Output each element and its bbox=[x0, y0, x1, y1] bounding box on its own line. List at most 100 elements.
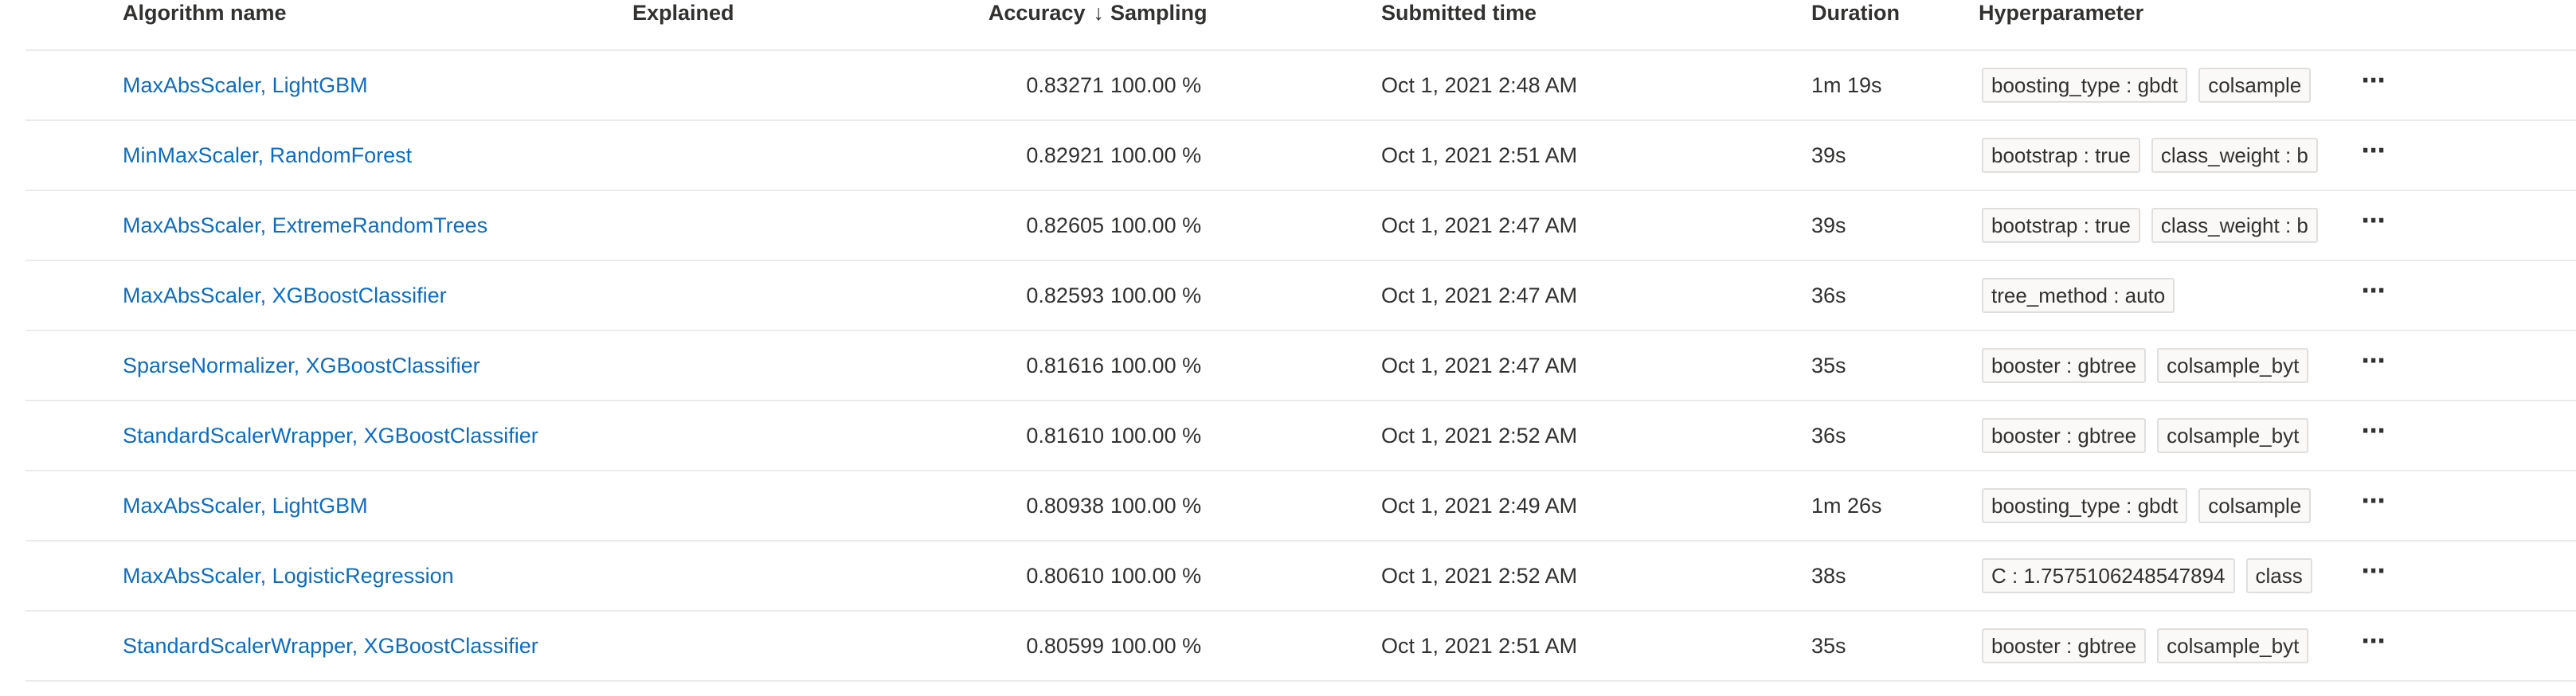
overflow-fade bbox=[2321, 418, 2377, 455]
hyperparameter-tag: colsample_byt bbox=[2157, 348, 2309, 383]
hyperparameter-tag: bootstrap : true bbox=[1982, 138, 2140, 173]
algorithm-name-link[interactable]: MaxAbsScaler, LightGBM bbox=[123, 494, 368, 518]
accuracy-cell: 0.82593 bbox=[1026, 283, 1104, 307]
overflow-fade bbox=[2321, 628, 2377, 665]
duration-cell: 1m 19s bbox=[1811, 73, 1882, 97]
column-header-duration[interactable]: Duration bbox=[1811, 1, 1900, 25]
hyperparameter-cell: C : 1.7575106248547894 class bbox=[1982, 558, 2377, 595]
column-header-submitted-time[interactable]: Submitted time bbox=[1381, 1, 1537, 25]
more-options-icon[interactable]: ⋯ bbox=[2361, 278, 2386, 304]
duration-cell: 36s bbox=[1811, 283, 1846, 307]
table-row[interactable]: MaxAbsScaler, XGBoostClassifier 0.82593 10… bbox=[25, 261, 2576, 331]
more-options-icon[interactable]: ⋯ bbox=[2361, 138, 2386, 164]
hyperparameter-tag: class_weight : b bbox=[2151, 208, 2318, 243]
submitted-time-cell: Oct 1, 2021 2:49 AM bbox=[1381, 494, 1578, 518]
accuracy-cell: 0.80599 bbox=[1026, 634, 1104, 658]
sampling-cell: 100.00 % bbox=[1110, 634, 1202, 658]
sampling-cell: 100.00 % bbox=[1110, 73, 1202, 97]
table-row[interactable]: StandardScalerWrapper, XGBoostClassifier… bbox=[25, 612, 2576, 682]
table-body: MaxAbsScaler, LightGBM 0.83271 100.00 % Oct… bbox=[25, 51, 2576, 682]
table-header: Algorithm name Explained Accuracy ↓ Sampl… bbox=[25, 0, 2576, 51]
models-table: Algorithm name Explained Accuracy ↓ Sampl… bbox=[25, 0, 2576, 682]
hyperparameter-tag: class bbox=[2245, 558, 2312, 593]
table-row[interactable]: SparseNormalizer, XGBoostClassifier 0.816… bbox=[25, 331, 2576, 401]
hyperparameter-cell: booster : gbtree colsample_byt bbox=[1982, 628, 2377, 665]
table-row[interactable]: StandardScalerWrapper, XGBoostClassifier… bbox=[25, 401, 2576, 471]
table-row[interactable]: MaxAbsScaler, ExtremeRandomTrees 0.82605 1… bbox=[25, 191, 2576, 261]
accuracy-header-label: Accuracy bbox=[988, 1, 1086, 25]
column-header-algorithm[interactable]: Algorithm name bbox=[123, 1, 287, 25]
column-header-accuracy[interactable]: Accuracy ↓ bbox=[862, 0, 1104, 25]
accuracy-cell: 0.80938 bbox=[1026, 494, 1104, 518]
table-row[interactable]: MaxAbsScaler, LightGBM 0.80938 100.00 % Oct… bbox=[25, 471, 2576, 542]
hyperparameter-tag: booster : gbtree bbox=[1982, 348, 2147, 383]
hyperparameter-tag: colsample bbox=[2198, 488, 2312, 523]
duration-cell: 36s bbox=[1811, 424, 1846, 448]
sampling-cell: 100.00 % bbox=[1110, 283, 1202, 307]
table-row[interactable]: MinMaxScaler, RandomForest 0.82921 100.00 … bbox=[25, 121, 2576, 191]
accuracy-cell: 0.82921 bbox=[1026, 143, 1104, 167]
overflow-fade bbox=[2321, 68, 2377, 104]
submitted-time-cell: Oct 1, 2021 2:52 AM bbox=[1381, 564, 1578, 588]
hyperparameter-tag: boosting_type : gbdt bbox=[1982, 488, 2188, 523]
overflow-fade bbox=[2321, 208, 2377, 244]
overflow-fade bbox=[2321, 348, 2377, 385]
more-options-icon[interactable]: ⋯ bbox=[2361, 628, 2386, 655]
table-row[interactable]: MaxAbsScaler, LightGBM 0.83271 100.00 % Oct… bbox=[25, 51, 2576, 121]
hyperparameter-tag: booster : gbtree bbox=[1982, 418, 2147, 453]
overflow-fade bbox=[2321, 278, 2377, 315]
submitted-time-cell: Oct 1, 2021 2:52 AM bbox=[1381, 424, 1578, 448]
hyperparameter-tag: class_weight : b bbox=[2151, 138, 2318, 173]
overflow-fade bbox=[2321, 138, 2377, 174]
sampling-cell: 100.00 % bbox=[1110, 424, 1202, 448]
hyperparameter-tag: bootstrap : true bbox=[1982, 208, 2140, 243]
accuracy-cell: 0.82605 bbox=[1026, 213, 1104, 237]
algorithm-name-link[interactable]: StandardScalerWrapper, XGBoostClassifier bbox=[123, 634, 538, 658]
submitted-time-cell: Oct 1, 2021 2:47 AM bbox=[1381, 213, 1578, 237]
more-options-icon[interactable]: ⋯ bbox=[2361, 558, 2386, 585]
submitted-time-cell: Oct 1, 2021 2:51 AM bbox=[1381, 143, 1578, 167]
column-header-explained[interactable]: Explained bbox=[632, 1, 734, 25]
duration-cell: 35s bbox=[1811, 634, 1846, 658]
hyperparameter-cell: boosting_type : gbdt colsample bbox=[1982, 488, 2377, 525]
algorithm-name-link[interactable]: MaxAbsScaler, LogisticRegression bbox=[123, 564, 454, 588]
algorithm-name-link[interactable]: MinMaxScaler, RandomForest bbox=[123, 143, 413, 167]
sampling-cell: 100.00 % bbox=[1110, 213, 1202, 237]
hyperparameter-cell: boosting_type : gbdt colsample bbox=[1982, 68, 2377, 104]
hyperparameter-cell: bootstrap : true class_weight : b bbox=[1982, 208, 2377, 244]
hyperparameter-tag: boosting_type : gbdt bbox=[1982, 68, 2188, 103]
algorithm-name-link[interactable]: StandardScalerWrapper, XGBoostClassifier bbox=[123, 424, 538, 448]
hyperparameter-cell: booster : gbtree colsample_byt bbox=[1982, 418, 2377, 455]
submitted-time-cell: Oct 1, 2021 2:47 AM bbox=[1381, 283, 1578, 307]
submitted-time-cell: Oct 1, 2021 2:48 AM bbox=[1381, 73, 1578, 97]
hyperparameter-tag: colsample_byt bbox=[2157, 418, 2309, 453]
hyperparameter-tag: C : 1.7575106248547894 bbox=[1982, 558, 2235, 593]
overflow-fade bbox=[2321, 488, 2377, 525]
table-row[interactable]: MaxAbsScaler, LogisticRegression 0.80610 1… bbox=[25, 542, 2576, 612]
sampling-cell: 100.00 % bbox=[1110, 143, 1202, 167]
accuracy-cell: 0.80610 bbox=[1026, 564, 1104, 588]
accuracy-cell: 0.81616 bbox=[1026, 354, 1104, 377]
algorithm-name-link[interactable]: MaxAbsScaler, ExtremeRandomTrees bbox=[123, 213, 488, 237]
algorithm-name-link[interactable]: MaxAbsScaler, LightGBM bbox=[123, 73, 368, 97]
hyperparameter-cell: booster : gbtree colsample_byt bbox=[1982, 348, 2377, 385]
duration-cell: 38s bbox=[1811, 564, 1846, 588]
submitted-time-cell: Oct 1, 2021 2:47 AM bbox=[1381, 354, 1578, 377]
submitted-time-cell: Oct 1, 2021 2:51 AM bbox=[1381, 634, 1578, 658]
more-options-icon[interactable]: ⋯ bbox=[2361, 68, 2386, 94]
duration-cell: 39s bbox=[1811, 143, 1846, 167]
sampling-cell: 100.00 % bbox=[1110, 564, 1202, 588]
duration-cell: 39s bbox=[1811, 213, 1846, 237]
hyperparameter-cell: tree_method : auto bbox=[1982, 278, 2377, 315]
overflow-fade bbox=[2321, 558, 2377, 595]
algorithm-name-link[interactable]: MaxAbsScaler, XGBoostClassifier bbox=[123, 283, 447, 307]
hyperparameter-cell: bootstrap : true class_weight : b bbox=[1982, 138, 2377, 174]
column-header-hyperparameter[interactable]: Hyperparameter bbox=[1979, 1, 2144, 25]
more-options-icon[interactable]: ⋯ bbox=[2361, 208, 2386, 234]
more-options-icon[interactable]: ⋯ bbox=[2361, 348, 2386, 374]
more-options-icon[interactable]: ⋯ bbox=[2361, 418, 2386, 444]
accuracy-cell: 0.83271 bbox=[1026, 73, 1104, 97]
column-header-sampling[interactable]: Sampling bbox=[1110, 1, 1208, 25]
algorithm-name-link[interactable]: SparseNormalizer, XGBoostClassifier bbox=[123, 354, 480, 377]
more-options-icon[interactable]: ⋯ bbox=[2361, 488, 2386, 514]
